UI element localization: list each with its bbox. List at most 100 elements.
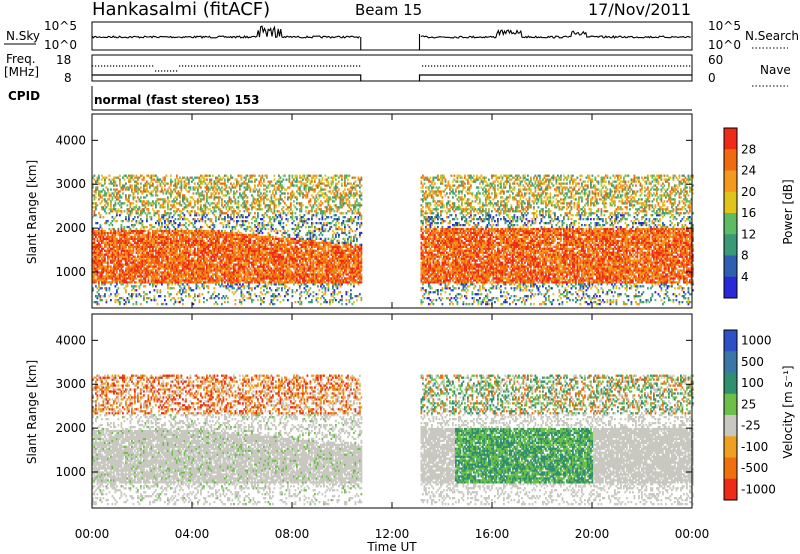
heatmap-cell: [173, 273, 175, 276]
heatmap-cell: [201, 208, 204, 211]
heatmap-cell: [171, 261, 174, 264]
heatmap-cell: [219, 221, 222, 225]
heatmap-cell: [257, 221, 259, 225]
heatmap-cell: [125, 259, 127, 262]
heatmap-cell: [108, 194, 111, 197]
heatmap-cell: [204, 255, 207, 258]
heatmap-cell: [269, 200, 271, 203]
heatmap-cell: [113, 249, 115, 252]
heatmap-cell: [183, 251, 186, 254]
heatmap-cell: [287, 293, 289, 296]
heatmap-cell: [201, 218, 204, 221]
heatmap-cell: [132, 208, 135, 211]
heatmap-cell: [117, 267, 120, 270]
heatmap-cell: [239, 210, 241, 213]
heatmap-cell: [257, 214, 259, 217]
heatmap-cell: [257, 255, 259, 258]
heatmap-cell: [236, 257, 238, 260]
heatmap-cell: [173, 231, 175, 235]
heatmap-cell: [264, 206, 267, 209]
heatmap-cell: [119, 273, 121, 276]
heatmap-cell: [224, 180, 226, 183]
heatmap-cell: [228, 265, 231, 268]
heatmap-cell: [180, 227, 183, 231]
heatmap-cell: [158, 243, 160, 246]
heatmap-cell: [278, 293, 280, 296]
heatmap-cell: [273, 212, 276, 215]
heatmap-cell: [183, 218, 186, 221]
heatmap-cell: [170, 279, 172, 282]
heatmap-cell: [251, 243, 253, 246]
heatmap-cell: [188, 267, 190, 270]
heatmap-cell: [132, 223, 135, 227]
heatmap-cell: [144, 239, 147, 243]
heatmap-cell: [287, 259, 289, 262]
heatmap-cell: [266, 265, 268, 268]
heatmap-cell: [212, 265, 214, 268]
heatmap-cell: [213, 206, 216, 209]
heatmap-cell: [264, 196, 267, 199]
heatmap-cell: [231, 291, 234, 294]
heatmap-cell: [291, 279, 294, 282]
heatmap-cell: [248, 287, 250, 290]
heatmap-cell: [222, 231, 225, 235]
heatmap-cell: [269, 257, 271, 260]
heatmap-cell: [276, 186, 279, 189]
heatmap-cell: [185, 251, 187, 254]
heatmap-cell: [198, 231, 201, 235]
heatmap-cell: [248, 225, 250, 229]
heatmap-cell: [132, 275, 135, 278]
heatmap-cell: [143, 255, 145, 258]
heatmap-cell: [185, 273, 187, 276]
heatmap-cell: [263, 261, 265, 264]
heatmap-cell: [267, 263, 270, 266]
heatmap-cell: [218, 261, 220, 264]
heatmap-cell: [162, 281, 165, 284]
heatmap-cell: [236, 259, 238, 262]
heatmap-cell: [200, 182, 202, 185]
heatmap-cell: [275, 182, 277, 185]
heatmap-cell: [257, 233, 259, 237]
heatmap-cell: [162, 206, 165, 209]
heatmap-cell: [213, 245, 216, 248]
heatmap-cell: [176, 229, 178, 233]
heatmap-cell: [243, 243, 246, 246]
heatmap-cell: [162, 202, 165, 205]
heatmap-cell: [272, 293, 274, 296]
heatmap-cell: [114, 176, 117, 179]
heatmap-cell: [207, 233, 210, 237]
heatmap-cell: [122, 239, 124, 243]
heatmap-cell: [240, 239, 243, 243]
heatmap-cell: [287, 220, 289, 223]
heatmap-cell: [189, 251, 192, 254]
heatmap-cell: [158, 241, 160, 244]
heatmap-cell: [117, 251, 120, 254]
heatmap-cell: [267, 204, 270, 207]
heatmap-cell: [155, 271, 157, 274]
heatmap-cell: [204, 279, 207, 282]
heatmap-cell: [158, 267, 160, 270]
heatmap-cell: [236, 251, 238, 254]
heatmap-cell: [125, 257, 127, 260]
heatmap-cell: [254, 279, 256, 282]
heatmap-cell: [257, 267, 259, 270]
heatmap-cell: [237, 259, 240, 262]
heatmap-cell: [216, 295, 219, 298]
heatmap-cell: [263, 235, 265, 239]
heatmap-cell: [249, 188, 252, 191]
heatmap-cell: [248, 257, 250, 260]
heatmap-cell: [251, 279, 253, 282]
heatmap-cell: [222, 243, 225, 246]
heatmap-cell: [140, 221, 142, 225]
heatmap-cell: [231, 267, 234, 270]
heatmap-cell: [113, 239, 115, 243]
heatmap-cell: [101, 259, 103, 262]
heatmap-cell: [185, 225, 187, 229]
heatmap-cell: [108, 235, 111, 239]
heatmap-cell: [240, 223, 243, 227]
heatmap-cell: [287, 251, 289, 254]
heatmap-cell: [254, 273, 256, 276]
heatmap-cell: [180, 269, 183, 272]
heatmap-cell: [233, 208, 235, 211]
